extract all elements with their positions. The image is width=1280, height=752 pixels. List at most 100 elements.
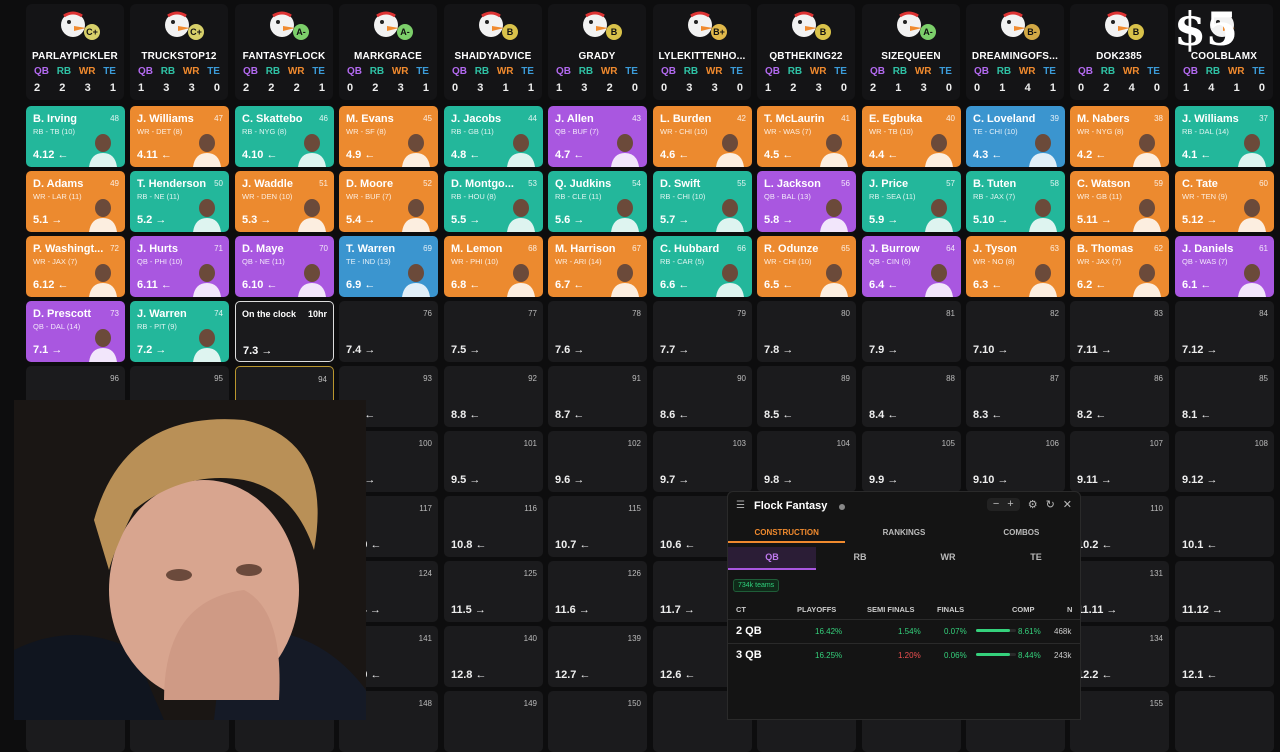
empty-pick-cell[interactable]: 12.1 ← (1175, 626, 1274, 687)
player-pick-card[interactable]: T. Henderson RB - NE (11) 50 5.2 → (130, 171, 229, 232)
empty-pick-cell[interactable]: 150 (548, 691, 647, 752)
empty-pick-cell[interactable]: 82 7.10 → (966, 301, 1065, 362)
subtab-rb[interactable]: RB (853, 552, 867, 562)
player-pick-card[interactable]: D. Swift RB - CHI (10) 55 5.7 → (653, 171, 752, 232)
tab-rankings[interactable]: RANKINGS (882, 528, 926, 537)
player-pick-card[interactable]: C. Tate WR - TEN (9) 60 5.12 → (1175, 171, 1274, 232)
empty-pick-cell[interactable]: 106 9.10 → (966, 431, 1065, 492)
empty-pick-cell[interactable]: 110 10.2 ← (1070, 496, 1169, 557)
empty-pick-cell[interactable]: 87 8.3 ← (966, 366, 1065, 427)
team-header[interactable]: B QBTHEKING22 QB RB WR TE 1 2 3 0 (757, 4, 855, 100)
empty-pick-cell[interactable]: 92 8.8 ← (444, 366, 543, 427)
empty-pick-cell[interactable]: 155 (1070, 691, 1169, 752)
empty-pick-cell[interactable]: 126 11.6 → (548, 561, 647, 622)
player-pick-card[interactable]: B. Tuten RB - JAX (7) 58 5.10 → (966, 171, 1065, 232)
team-header[interactable]: A- SIZEQUEEN QB RB WR TE 2 1 3 0 (862, 4, 960, 100)
empty-pick-cell[interactable]: 10.1 ← (1175, 496, 1274, 557)
team-header[interactable]: B SHAIDYADVICE QB RB WR TE 0 3 1 1 (444, 4, 542, 100)
empty-pick-cell[interactable]: 78 7.6 → (548, 301, 647, 362)
empty-pick-cell[interactable]: 131 11.11 → (1070, 561, 1169, 622)
empty-pick-cell[interactable]: 84 7.12 → (1175, 301, 1274, 362)
empty-pick-cell[interactable]: 108 9.12 → (1175, 431, 1274, 492)
player-pick-card[interactable]: C. Loveland TE - CHI (10) 39 4.3 ← (966, 106, 1065, 167)
empty-pick-cell[interactable] (1175, 691, 1274, 752)
empty-pick-cell[interactable]: 101 9.5 → (444, 431, 543, 492)
player-pick-card[interactable]: B. Irving RB - TB (10) 48 4.12 ← (26, 106, 125, 167)
player-pick-card[interactable]: J. Price RB - SEA (11) 57 5.9 → (862, 171, 961, 232)
player-pick-card[interactable]: J. Williams RB - DAL (14) 37 4.1 ← (1175, 106, 1274, 167)
team-header[interactable]: A- FANTASYFLOCK QB RB WR TE 2 2 2 1 (235, 4, 333, 100)
player-pick-card[interactable]: T. McLaurin WR - WAS (7) 41 4.5 ← (757, 106, 856, 167)
empty-pick-cell[interactable]: 76 7.4 → (339, 301, 438, 362)
player-pick-card[interactable]: D. Montgo... RB - HOU (8) 53 5.5 → (444, 171, 543, 232)
empty-pick-cell[interactable]: 83 7.11 → (1070, 301, 1169, 362)
player-pick-card[interactable]: B. Thomas WR - JAX (7) 62 6.2 ← (1070, 236, 1169, 297)
player-pick-card[interactable]: D. Adams WR - LAR (11) 49 5.1 → (26, 171, 125, 232)
team-header[interactable]: B GRADY QB RB WR TE 1 3 2 0 (548, 4, 646, 100)
subtab-qb[interactable]: QB (728, 547, 816, 570)
player-pick-card[interactable]: R. Odunze WR - CHI (10) 65 6.5 ← (757, 236, 856, 297)
player-pick-card[interactable]: D. Maye QB - NE (11) 70 6.10 ← (235, 236, 334, 297)
player-pick-card[interactable]: J. Hurts QB - PHI (10) 71 6.11 ← (130, 236, 229, 297)
player-pick-card[interactable]: J. Williams WR - DET (8) 47 4.11 ← (130, 106, 229, 167)
empty-pick-cell[interactable]: 140 12.8 ← (444, 626, 543, 687)
empty-pick-cell[interactable]: 80 7.8 → (757, 301, 856, 362)
empty-pick-cell[interactable]: 134 12.2 ← (1070, 626, 1169, 687)
empty-pick-cell[interactable]: 103 9.7 → (653, 431, 752, 492)
settings-icon[interactable]: ⚙ (1027, 499, 1038, 511)
tab-construction[interactable]: CONSTRUCTION (728, 526, 846, 543)
empty-pick-cell[interactable]: 105 9.9 → (862, 431, 961, 492)
player-pick-card[interactable]: L. Burden WR - CHI (10) 42 4.6 ← (653, 106, 752, 167)
refresh-icon[interactable]: ↻ (1045, 499, 1055, 511)
empty-pick-cell[interactable]: 102 9.6 → (548, 431, 647, 492)
table-row[interactable]: 2 QB 16.42% 1.54% 0.07% 8.61% 468k (728, 619, 1080, 642)
zoom-in-icon[interactable]: + (1007, 498, 1014, 510)
player-pick-card[interactable]: L. Jackson QB - BAL (13) 56 5.8 → (757, 171, 856, 232)
player-pick-card[interactable]: D. Prescott QB - DAL (14) 73 7.1 → (26, 301, 125, 362)
team-header[interactable]: C+ TRUCKSTOP12 QB RB WR TE 1 3 3 0 (130, 4, 228, 100)
empty-pick-cell[interactable]: 125 11.5 → (444, 561, 543, 622)
empty-pick-cell[interactable]: 91 8.7 ← (548, 366, 647, 427)
team-header[interactable]: B DOK2385 QB RB WR TE 0 2 4 0 (1070, 4, 1168, 100)
empty-pick-cell[interactable]: 85 8.1 ← (1175, 366, 1274, 427)
empty-pick-cell[interactable]: 139 12.7 ← (548, 626, 647, 687)
player-pick-card[interactable]: M. Lemon WR - PHI (10) 68 6.8 ← (444, 236, 543, 297)
player-pick-card[interactable]: C. Skattebo RB - NYG (8) 46 4.10 ← (235, 106, 334, 167)
table-row[interactable]: 3 QB 16.25% 1.20% 0.06% 8.44% 243k (728, 643, 1080, 666)
player-pick-card[interactable]: T. Warren TE - IND (13) 69 6.9 ← (339, 236, 438, 297)
close-icon[interactable]: ✕ (1062, 499, 1072, 511)
player-pick-card[interactable]: M. Nabers WR - NYG (8) 38 4.2 ← (1070, 106, 1169, 167)
tab-combos[interactable]: COMBOS (1003, 528, 1040, 537)
player-pick-card[interactable]: J. Burrow QB - CIN (6) 64 6.4 ← (862, 236, 961, 297)
empty-pick-cell[interactable]: 81 7.9 → (862, 301, 961, 362)
team-header[interactable]: B+ LYLEKITTENHO... QB RB WR TE 0 3 3 0 (653, 4, 751, 100)
player-pick-card[interactable]: E. Egbuka WR - TB (10) 40 4.4 ← (862, 106, 961, 167)
menu-icon[interactable]: ☰ (736, 500, 745, 511)
empty-pick-cell[interactable]: 149 (444, 691, 543, 752)
empty-pick-cell[interactable]: 77 7.5 → (444, 301, 543, 362)
player-pick-card[interactable]: P. Washingt... WR - JAX (7) 72 6.12 ← (26, 236, 125, 297)
player-pick-card[interactable]: J. Jacobs RB - GB (11) 44 4.8 ← (444, 106, 543, 167)
player-pick-card[interactable]: M. Evans WR - SF (8) 45 4.9 ← (339, 106, 438, 167)
empty-pick-cell[interactable]: 88 8.4 ← (862, 366, 961, 427)
player-pick-card[interactable]: J. Daniels QB - WAS (7) 61 6.1 ← (1175, 236, 1274, 297)
team-header[interactable]: C+ PARLAYPICKLER QB RB WR TE 2 2 3 1 (26, 4, 124, 100)
player-pick-card[interactable]: J. Tyson WR - NO (8) 63 6.3 ← (966, 236, 1065, 297)
team-header[interactable]: COOLBLAMX QB RB WR TE 1 4 1 0 (1175, 4, 1273, 100)
player-pick-card[interactable]: J. Allen QB - BUF (7) 43 4.7 ← (548, 106, 647, 167)
player-pick-card[interactable]: C. Hubbard RB - CAR (5) 66 6.6 ← (653, 236, 752, 297)
player-pick-card[interactable]: D. Moore WR - BUF (7) 52 5.4 → (339, 171, 438, 232)
empty-pick-cell[interactable]: 89 8.5 ← (757, 366, 856, 427)
zoom-out-icon[interactable]: − (992, 498, 1000, 510)
empty-pick-cell[interactable]: 116 10.8 ← (444, 496, 543, 557)
player-pick-card[interactable]: M. Harrison WR - ARI (14) 67 6.7 ← (548, 236, 647, 297)
empty-pick-cell[interactable]: 107 9.11 → (1070, 431, 1169, 492)
player-pick-card[interactable]: J. Waddle WR - DEN (10) 51 5.3 → (235, 171, 334, 232)
on-the-clock-cell[interactable]: On the clock 10hr 7.3 → (235, 301, 334, 362)
empty-pick-cell[interactable]: 115 10.7 ← (548, 496, 647, 557)
player-pick-card[interactable]: Q. Judkins RB - CLE (11) 54 5.6 → (548, 171, 647, 232)
player-pick-card[interactable]: J. Warren RB - PIT (9) 74 7.2 → (130, 301, 229, 362)
team-header[interactable]: B- DREAMINGOFS... QB RB WR TE 0 1 4 1 (966, 4, 1064, 100)
empty-pick-cell[interactable]: 11.12 → (1175, 561, 1274, 622)
empty-pick-cell[interactable]: 90 8.6 ← (653, 366, 752, 427)
